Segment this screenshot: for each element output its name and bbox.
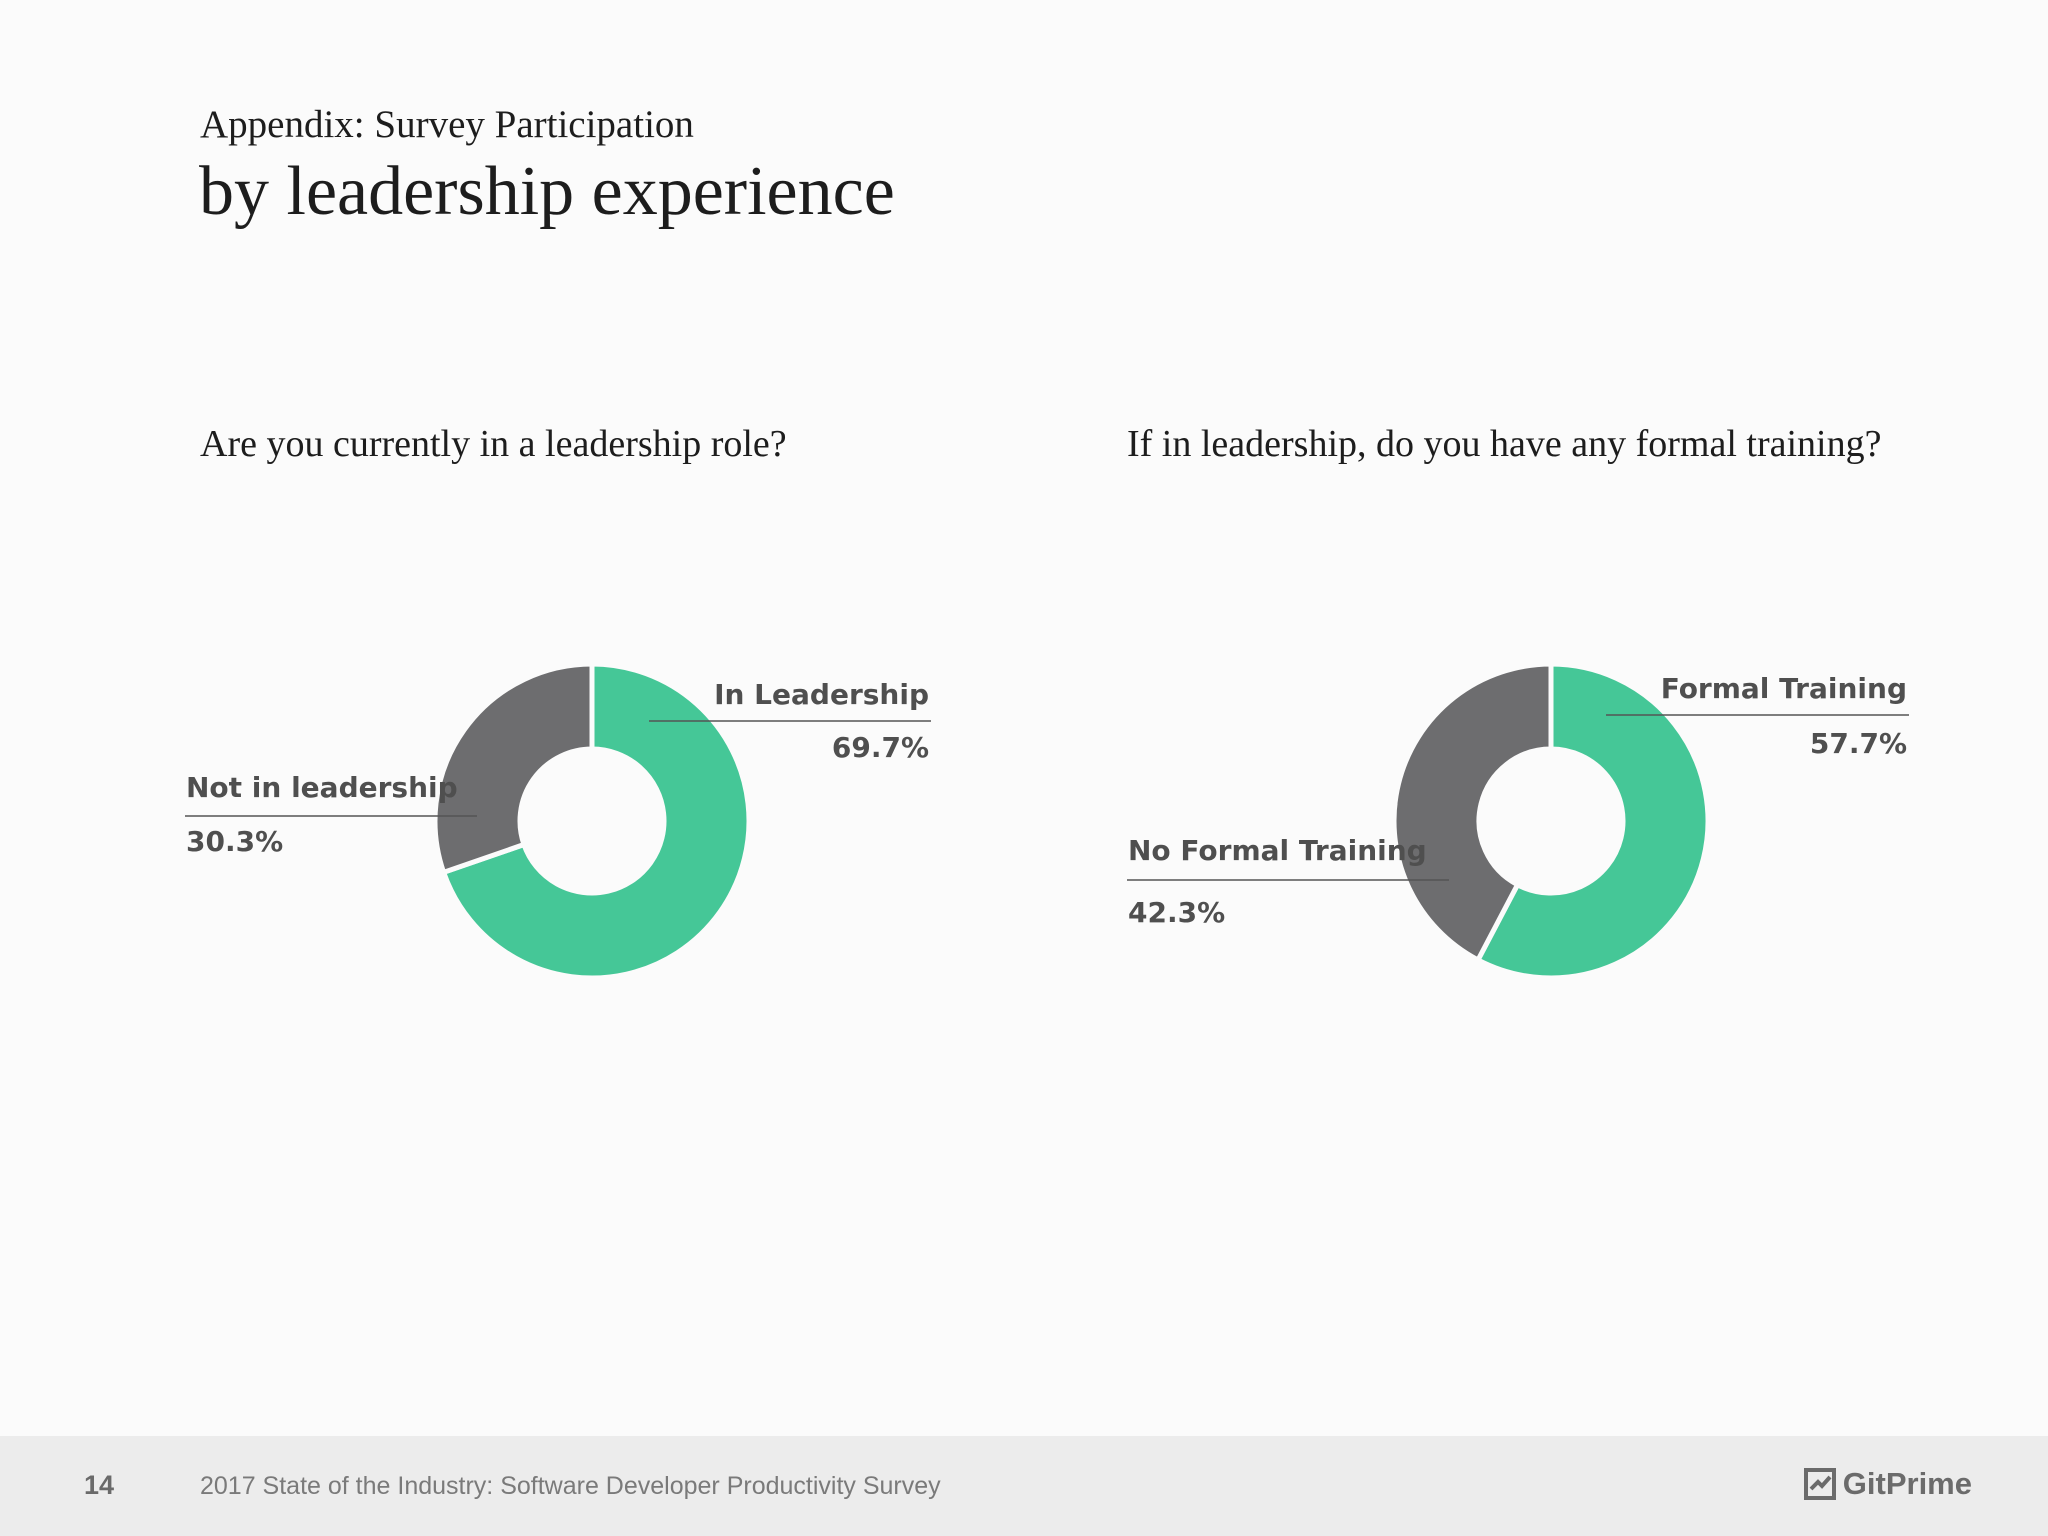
slice-label-not-in-leadership: Not in leadership — [186, 771, 458, 804]
footer: 14 2017 State of the Industry: Software … — [0, 1436, 2048, 1536]
chart-2-title: If in leadership, do you have any formal… — [1127, 423, 1882, 465]
footer-text: 2017 State of the Industry: Software Dev… — [200, 1472, 941, 1500]
charts-canvas — [185, 661, 1909, 981]
donut-slice-no-formal-training — [1391, 661, 1554, 964]
slice-value-formal-training: 57.7% — [1809, 727, 1907, 760]
page-eyebrow: Appendix: Survey Participation — [200, 103, 694, 146]
donut-slice-not-in-leadership — [432, 661, 595, 876]
donut-chart-training — [1391, 661, 1711, 981]
donut-chart-leadership — [432, 661, 752, 981]
brand-logo: GitPrime — [1803, 1466, 1972, 1502]
gitprime-logo-icon — [1803, 1468, 1836, 1500]
slice-label-formal-training: Formal Training — [1660, 672, 1907, 705]
donut-slice-formal-training — [1474, 661, 1711, 981]
donut-slice-in-leadership — [440, 661, 752, 981]
slice-label-no-formal-training: No Formal Training — [1128, 834, 1427, 867]
slice-value-not-in-leadership: 30.3% — [186, 825, 284, 858]
page-number: 14 — [84, 1470, 115, 1500]
slice-value-no-formal-training: 42.3% — [1128, 896, 1226, 929]
slice-value-in-leadership: 69.7% — [831, 731, 929, 764]
brand-name: GitPrime — [1842, 1466, 1972, 1501]
slice-label-in-leadership: In Leadership — [714, 678, 929, 711]
chart-1-title: Are you currently in a leadership role? — [200, 423, 787, 465]
page-title: by leadership experience — [199, 153, 895, 230]
